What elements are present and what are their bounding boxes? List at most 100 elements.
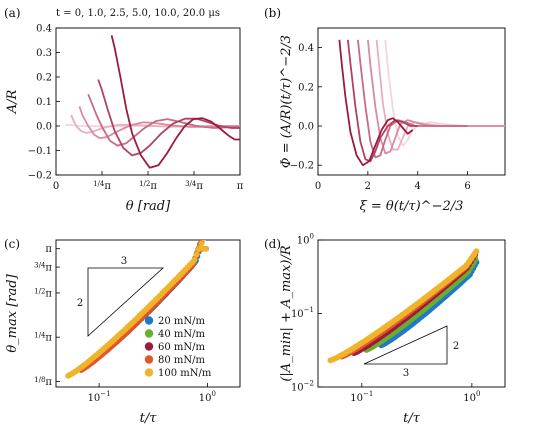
tick-exponent: 0 [476, 390, 480, 398]
tick-label: 0 [53, 181, 59, 192]
tick-label: 4 [415, 181, 421, 192]
tick-label: −0.2 [28, 171, 52, 182]
plot-frame [317, 27, 506, 176]
tick-label: 1/8π [34, 376, 52, 388]
data-point [473, 248, 480, 255]
x-axis-label: t/τ [140, 411, 158, 426]
panel-label: (c) [4, 237, 20, 251]
series-line-4 [357, 39, 468, 159]
legend-label: 80 mN/m [158, 355, 206, 366]
x-axis-label: ξ = θ(t/τ)^−2/3 [360, 199, 464, 214]
panel-d: (d) 10−1 100 100 10−1 10−2 t/τ (|A_min| + A_max… [264, 233, 506, 426]
tick-fraction: 3/4 [34, 262, 46, 270]
tick-fraction: 1/2 [34, 287, 45, 295]
tick-label: 10−1 [88, 390, 111, 404]
legend-label: 40 mN/m [158, 329, 206, 340]
legend-marker [144, 342, 154, 351]
tick-label: 10−1 [291, 306, 314, 320]
panel-label: (b) [264, 6, 281, 20]
tick-label: 100 [463, 390, 480, 404]
x-axis-label: θ [rad] [126, 199, 171, 214]
tick-label: π [237, 181, 244, 192]
y-axis-label: Φ = (A/R)(t/τ)^−2/3 [279, 35, 294, 168]
tick-exponent: −2 [304, 380, 314, 388]
legend-marker [144, 316, 154, 325]
data-point [191, 256, 198, 263]
tick-label: 3/4π [34, 262, 52, 274]
tick-label: −0.2 [290, 161, 314, 172]
tick-label: 10−1 [350, 390, 373, 404]
panel-b: (b) 0 2 4 6 0.4 0.2 0.0 −0.2 ξ = θ(t/τ)^−2/3 Φ = (… [264, 6, 506, 214]
chart-caption: t = 0, 1.0, 2.5, 5.0, 10.0, 20.0 μs [56, 8, 220, 19]
legend-label: 60 mN/m [158, 342, 206, 353]
x-axis-label: t/τ [403, 411, 421, 426]
plot-area [327, 248, 480, 364]
y-axis-label: A/R [5, 90, 20, 115]
tick-pi: π [104, 181, 111, 192]
plot-area [338, 39, 505, 167]
tick-pi: π [45, 377, 52, 388]
legend-marker [144, 355, 154, 364]
tick-fraction: 1/4 [93, 180, 105, 188]
tick-fraction: 1/4 [34, 332, 46, 340]
tick-label: 0 [315, 181, 321, 192]
plot-frame [55, 239, 241, 388]
tick-exponent: 0 [212, 390, 216, 398]
data-point [203, 246, 209, 252]
tick-label: 1/2π [139, 180, 157, 192]
tick-pi: π [45, 263, 52, 274]
tick-exponent: −1 [304, 306, 314, 314]
slope-label-base: 3 [121, 256, 127, 267]
tick-label: −0.1 [28, 146, 52, 157]
tick-label: 1/4π [34, 332, 52, 344]
plot-frame [55, 27, 241, 176]
tick-label: 100 [297, 233, 314, 247]
tick-label: 10−2 [291, 380, 314, 394]
series-line-6 [110, 35, 240, 169]
tick-pi: π [150, 181, 157, 192]
slope-triangle [363, 325, 448, 365]
y-axis-label: θ_max [rad] [5, 273, 20, 352]
slope-triangle [87, 267, 165, 337]
tick-label: 6 [464, 181, 470, 192]
legend-marker [144, 329, 154, 338]
tick-label: 0.2 [36, 73, 52, 84]
tick-label: 1/2π [34, 287, 52, 299]
tick-label: 2 [365, 181, 371, 192]
tick-label: π [45, 244, 52, 255]
plot-area [65, 35, 240, 169]
series-line-2 [375, 39, 505, 151]
panel-label: (d) [264, 237, 281, 251]
tick-label: 0.3 [36, 48, 52, 59]
legend: 20 mN/m 40 mN/m 60 mN/m 80 mN/m 100 mN/m [144, 316, 212, 379]
tick-label: 0.4 [36, 24, 52, 35]
legend-marker [144, 368, 154, 377]
tick-label: 0.2 [298, 82, 314, 93]
slope-label-height: 2 [77, 298, 83, 309]
tick-fraction: 1/8 [34, 376, 45, 384]
y-axis-label: (|A_min| + A_max)/R [279, 245, 294, 381]
tick-pi: π [196, 181, 203, 192]
data-point [201, 240, 206, 242]
series-line-3 [78, 106, 240, 140]
panel-a: (a)0 1/4π 1/2π 3/4π π0.40.30.20.10.0−0.1−0.2… [4, 6, 244, 214]
legend-label: 20 mN/m [158, 316, 206, 327]
plot-area [65, 240, 209, 379]
tick-exponent: −1 [363, 390, 373, 398]
tick-label: 100 [199, 390, 216, 404]
tick-label: 0.0 [298, 122, 314, 133]
tick-label: 0.4 [298, 43, 314, 54]
legend-label: 100 mN/m [158, 368, 212, 379]
series-line-5 [97, 79, 240, 157]
tick-label: 0.1 [36, 97, 52, 108]
slope-label-base: 3 [403, 368, 409, 379]
series-line-4 [87, 93, 240, 147]
tick-label: 1/4π [93, 180, 111, 192]
series-line-5 [347, 39, 418, 163]
tick-label: 3/4π [185, 180, 203, 192]
slope-label-height: 2 [453, 341, 459, 352]
tick-label: 0.0 [36, 122, 52, 133]
tick-pi: π [45, 333, 52, 344]
